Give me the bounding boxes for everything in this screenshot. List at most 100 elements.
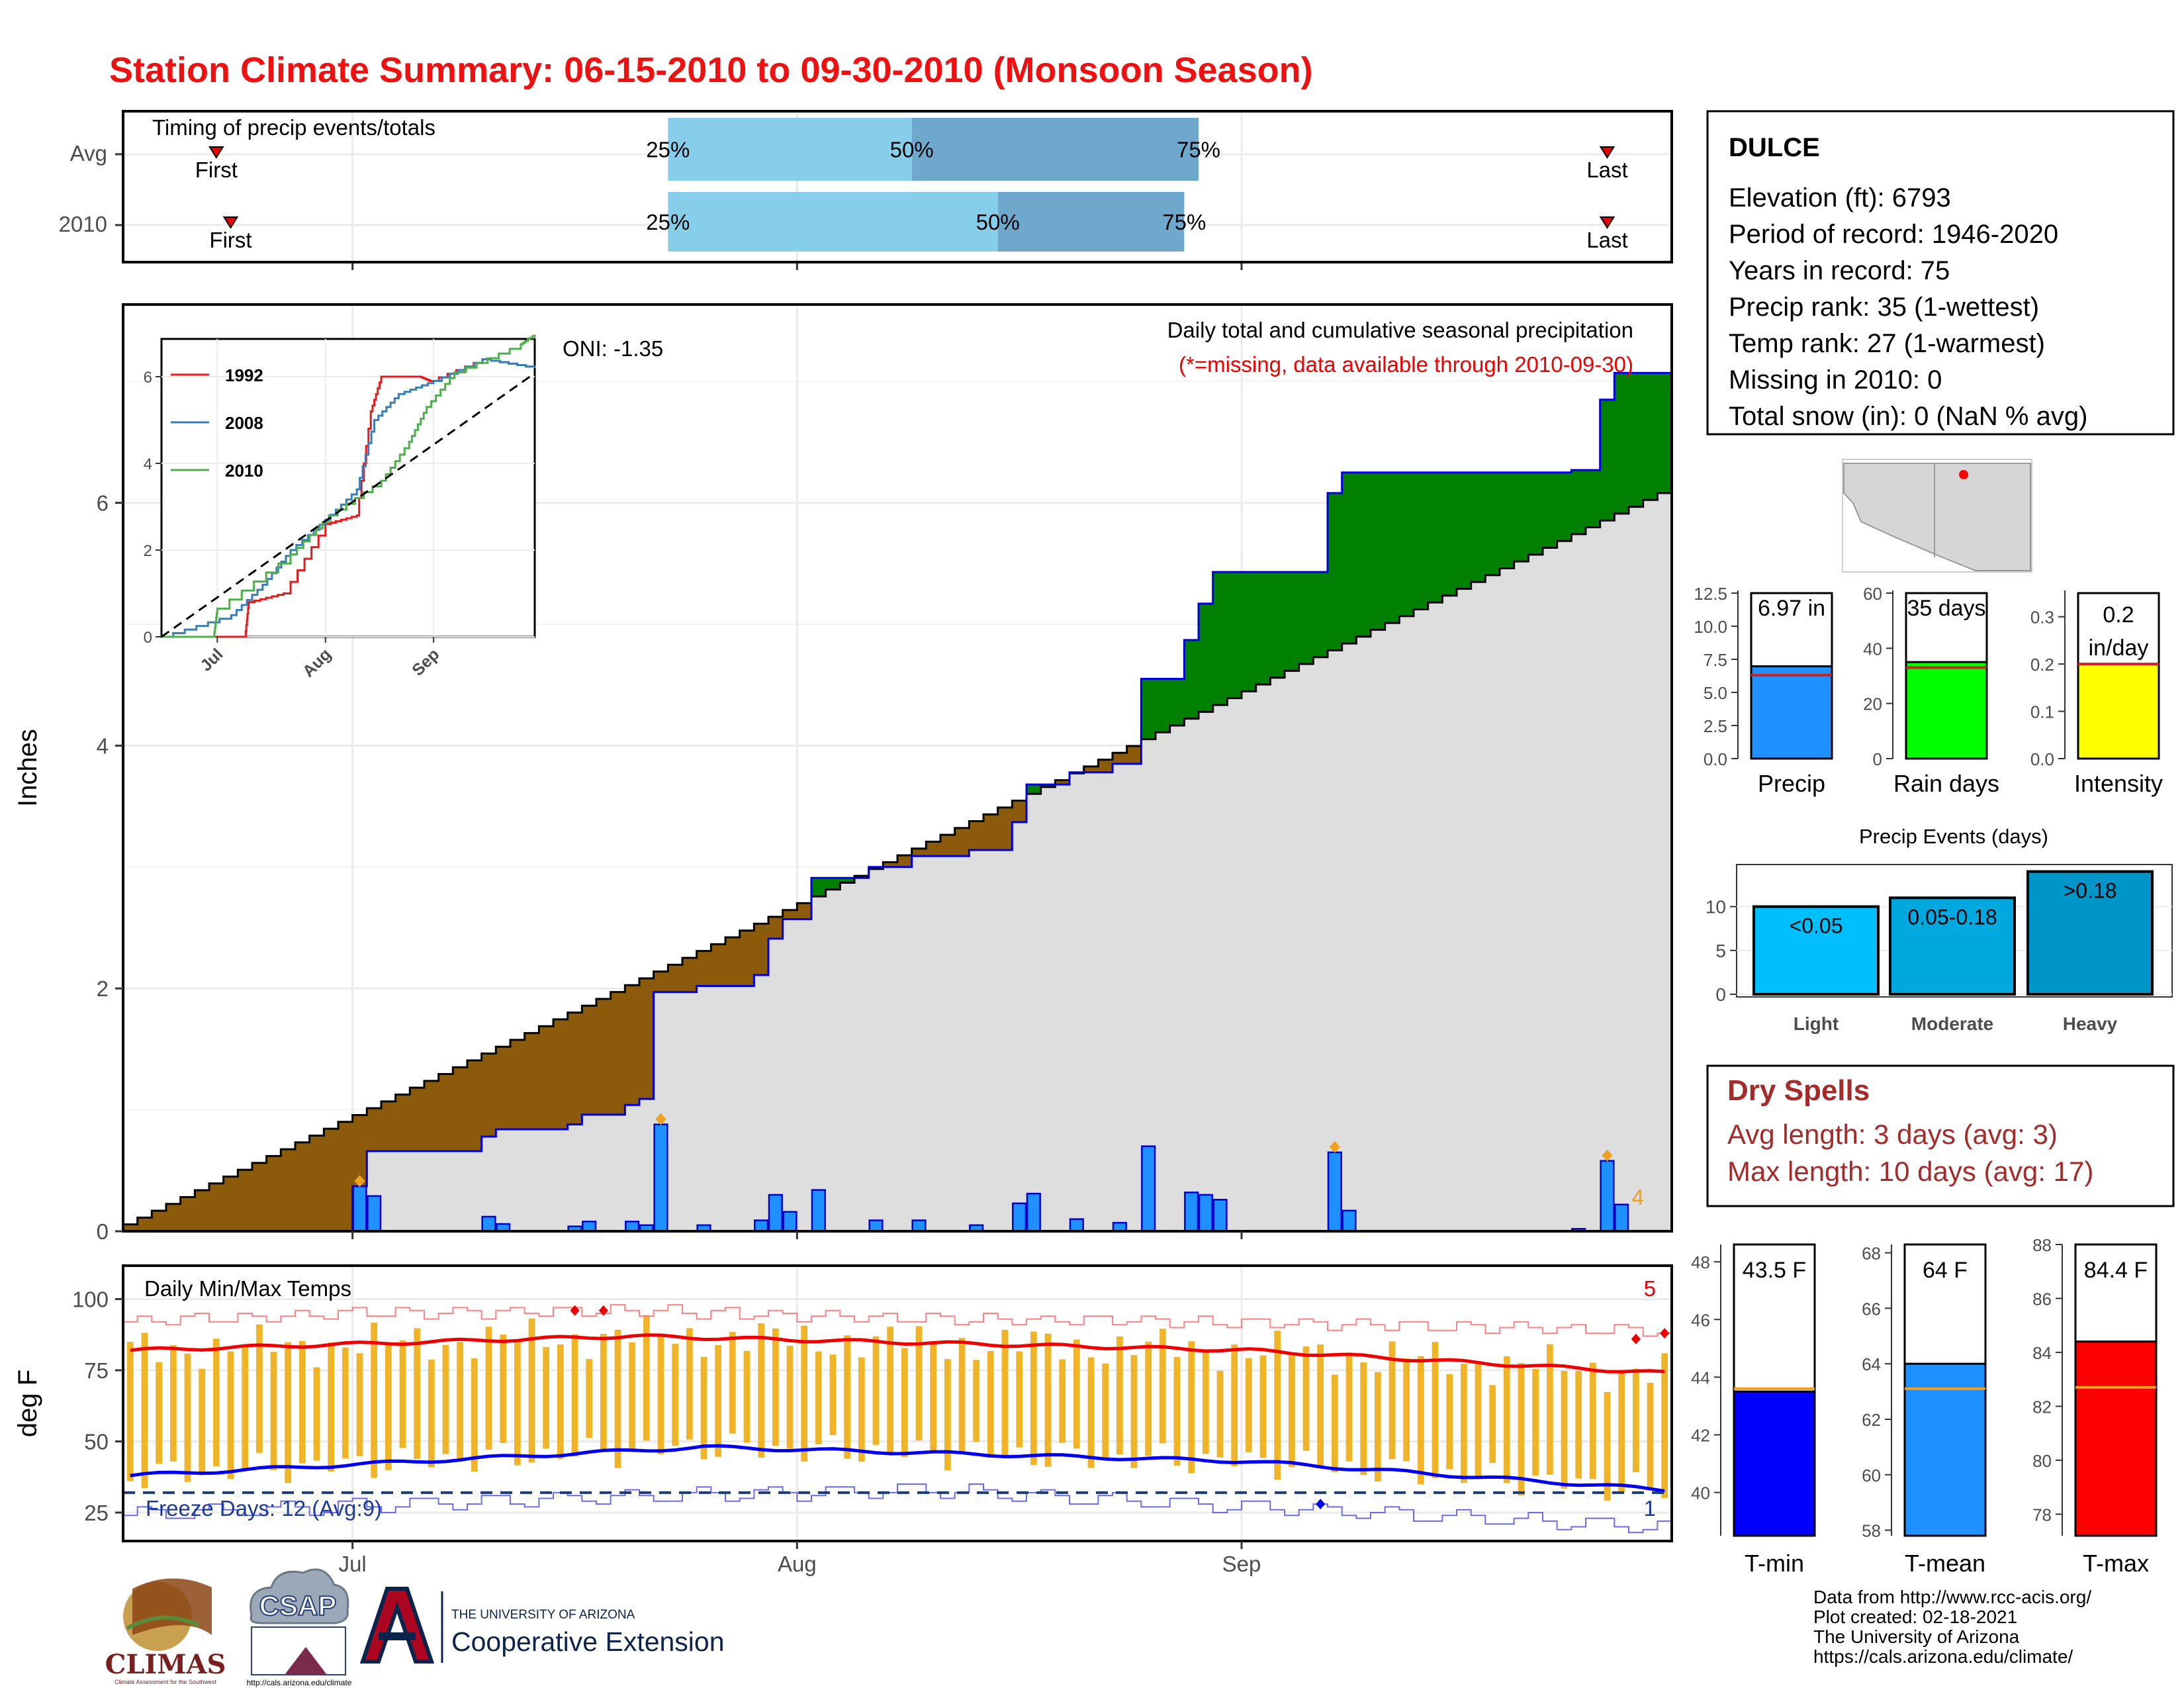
daily-temp-bar bbox=[614, 1329, 621, 1468]
daily-temp-bar bbox=[1288, 1356, 1295, 1468]
daily-temp-bar bbox=[557, 1344, 564, 1460]
timing-label-75: 75% bbox=[1177, 138, 1220, 162]
daily-temp-bar bbox=[414, 1328, 421, 1460]
timing-bar-25-50 bbox=[668, 118, 912, 181]
climas-logo: CLIMAS Climate Assessment for the Southw… bbox=[105, 1578, 226, 1685]
daily-temp-bar bbox=[1374, 1372, 1381, 1482]
daily-temp-bar bbox=[858, 1357, 865, 1462]
daily-precip-bar bbox=[1012, 1202, 1027, 1233]
mini-bar-tick-label: 60 bbox=[1863, 584, 1882, 604]
daily-temp-bar bbox=[285, 1342, 292, 1483]
temp-bar-tick-label: 86 bbox=[2032, 1289, 2052, 1309]
daily-temp-bar bbox=[428, 1359, 435, 1468]
daily-temp-bar bbox=[915, 1326, 923, 1440]
record-low-marker bbox=[1316, 1499, 1326, 1510]
timing-first-label: First bbox=[195, 158, 238, 182]
seasonal-temp-bars: 43.5 F 40 42 44 46 48 T-min 64 F 58 60 62 64 66 68 T-m… bbox=[1691, 1235, 2158, 1577]
daily-temp-bar bbox=[457, 1342, 464, 1462]
events-bar-moderate bbox=[1889, 896, 2016, 996]
timing-labels: 25% 50% 75% First Last 25% 50% 75% First Last bbox=[195, 138, 1628, 253]
temp-bar-tick-label: 58 bbox=[1862, 1521, 1881, 1541]
daily-temp-bar bbox=[1145, 1341, 1152, 1456]
mini-bar-tick-label: 0.1 bbox=[2030, 702, 2054, 722]
timing-panel: Timing of precip events/totals Avg 2010 … bbox=[59, 110, 1673, 270]
csap-url: http://cals.arizona.edu/climate bbox=[247, 1678, 352, 1687]
x-tick-label: Sep bbox=[1222, 1552, 1261, 1576]
daily-temp-bar bbox=[1575, 1371, 1582, 1479]
record-precip-diamond bbox=[655, 1113, 666, 1125]
inset-legend-label: 1992 bbox=[225, 365, 263, 385]
csap-cloud-icon bbox=[250, 1568, 349, 1624]
precip-frame bbox=[122, 303, 1673, 1233]
southwest-states-map bbox=[1843, 463, 2031, 571]
daily-temp-bar bbox=[500, 1335, 507, 1443]
climas-wordmark: CLIMAS bbox=[105, 1649, 226, 1680]
csap-logo: CSAP http://cals.arizona.edu/climate bbox=[247, 1568, 352, 1687]
daily-temp-bar bbox=[643, 1315, 650, 1441]
daily-precip-bar bbox=[811, 1189, 826, 1233]
inset-line-2008 bbox=[161, 358, 536, 638]
inset-series bbox=[161, 334, 536, 638]
ua-extension-logo: THE UNIVERSITY OF ARIZONA Cooperative Ex… bbox=[359, 1587, 725, 1664]
timing-bar-50-75 bbox=[997, 192, 1185, 252]
daily-temp-bar bbox=[313, 1367, 320, 1461]
daily-temp-bar bbox=[1432, 1342, 1439, 1478]
daily-temp-bar bbox=[743, 1350, 751, 1443]
daily-precip-bar bbox=[352, 1185, 367, 1233]
temp-bar-value: 64 F bbox=[1923, 1258, 1968, 1283]
events-bar-label: Light bbox=[1794, 1013, 1839, 1034]
ua-a-icon bbox=[359, 1587, 435, 1664]
daily-temp-bar bbox=[1632, 1368, 1639, 1473]
timing-label-50: 50% bbox=[976, 210, 1020, 234]
station-line-2: Period of record: 1946-2020 bbox=[1729, 220, 2058, 249]
daily-temp-bar bbox=[1460, 1364, 1467, 1483]
daily-precip-bar bbox=[1026, 1192, 1041, 1233]
precip-y-axis: 0 2 4 6 bbox=[97, 491, 123, 1244]
record-high-line bbox=[123, 1304, 1672, 1337]
mini-bar-tick-label: 20 bbox=[1863, 694, 1882, 714]
record-high-marker bbox=[598, 1305, 608, 1316]
daily-temp-bar bbox=[872, 1336, 880, 1445]
daily-temp-bar bbox=[844, 1335, 851, 1459]
daily-precip-bar bbox=[1198, 1194, 1213, 1233]
daily-temp-bar bbox=[471, 1358, 478, 1472]
daily-temp-bar bbox=[1116, 1336, 1123, 1455]
timing-row-label-2010: 2010 bbox=[59, 212, 107, 236]
location-map bbox=[1842, 459, 2032, 573]
events-bar-text: <0.05 bbox=[1790, 914, 1843, 938]
daily-temp-bar bbox=[1159, 1329, 1166, 1444]
csap-box bbox=[251, 1626, 346, 1675]
mini-bar-tick-label: 0 bbox=[1873, 749, 1882, 769]
daily-temp-bar bbox=[242, 1346, 249, 1471]
record-precip-diamond bbox=[1329, 1141, 1340, 1153]
mini-bar-tick-label: 0.0 bbox=[1704, 749, 1727, 769]
mini-bar-label: Precip bbox=[1758, 770, 1825, 797]
record-precip-diamond bbox=[1602, 1149, 1613, 1162]
temp-y-tick-label: 25 bbox=[84, 1501, 109, 1525]
timing-bars bbox=[208, 118, 1615, 252]
daily-temp-bar bbox=[987, 1350, 994, 1458]
daily-precip-bar bbox=[582, 1221, 597, 1233]
station-line-1: Elevation (ft): 6793 bbox=[1729, 183, 1951, 212]
dry-spells-max: Max length: 10 days (avg: 17) bbox=[1727, 1156, 2093, 1187]
daily-temp-bar bbox=[1087, 1357, 1095, 1468]
mini-bar-2 bbox=[2077, 663, 2160, 760]
daily-precip-bar bbox=[625, 1221, 640, 1233]
daily-temp-bar bbox=[629, 1342, 636, 1449]
daily-temp-bar bbox=[973, 1360, 980, 1442]
mini-bar-value: 35 days bbox=[1907, 596, 1985, 621]
daily-temp-bar bbox=[586, 1359, 593, 1438]
temp-y-tick-label: 75 bbox=[84, 1358, 109, 1383]
precip-events-title: Precip Events (days) bbox=[1859, 825, 2048, 848]
temp-bar-0 bbox=[1733, 1390, 1816, 1537]
daily-temp-bar bbox=[1231, 1344, 1238, 1467]
temp-bar-1 bbox=[1903, 1362, 1987, 1537]
record-high-marker bbox=[1631, 1333, 1641, 1344]
daily-temp-bar bbox=[371, 1323, 378, 1478]
daily-temp-bar bbox=[1331, 1374, 1338, 1473]
mini-bar-tick-label: 0.0 bbox=[2030, 749, 2054, 769]
daily-temp-bar bbox=[1546, 1344, 1553, 1475]
daily-temp-bar bbox=[184, 1353, 191, 1482]
inset-x-tick-label: Aug bbox=[299, 645, 335, 680]
